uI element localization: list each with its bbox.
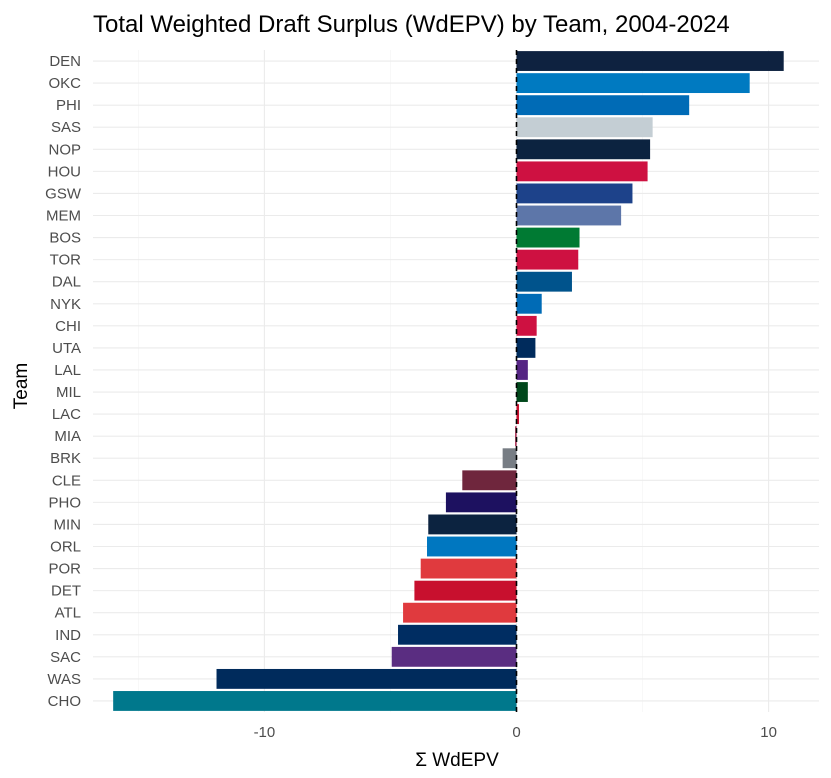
bar-bos: [516, 227, 580, 248]
bar-atl: [403, 602, 517, 623]
y-tick-label: GSW: [45, 185, 82, 202]
y-tick-label: MIA: [54, 428, 81, 445]
y-tick-label: BOS: [49, 230, 81, 247]
bar-nyk: [516, 293, 542, 314]
bar-por: [420, 558, 517, 579]
y-tick-label: TOR: [50, 252, 82, 269]
y-tick-label: NOP: [48, 141, 81, 158]
y-tick-label: ORL: [50, 539, 81, 556]
bar-det: [414, 580, 517, 601]
bar-mil: [516, 382, 528, 402]
y-tick-label: CHI: [55, 318, 81, 335]
bar-gsw: [516, 183, 633, 204]
chart-title: Total Weighted Draft Surplus (WdEPV) by …: [93, 11, 730, 38]
bar-chi: [516, 315, 537, 336]
bar-sac: [391, 646, 517, 667]
bar-dal: [516, 271, 572, 292]
bar-sas: [516, 117, 653, 138]
y-tick-label: POR: [48, 561, 81, 578]
bar-brk: [502, 448, 517, 469]
y-tick-label: PHO: [48, 494, 81, 511]
y-tick-label: DET: [51, 583, 81, 600]
y-tick-label: MIN: [54, 516, 82, 533]
y-tick-label: IND: [55, 627, 81, 644]
y-tick-label: MIL: [56, 384, 81, 401]
bar-pho: [445, 492, 517, 513]
bar-orl: [427, 536, 517, 557]
y-tick-label: HOU: [48, 163, 81, 180]
bar-tor: [516, 249, 579, 270]
bar-cho: [113, 691, 517, 711]
y-tick-label: PHI: [56, 97, 81, 114]
bar-den: [516, 51, 784, 71]
y-tick-label: SAS: [51, 119, 81, 136]
y-tick-label: CHO: [48, 693, 81, 710]
bar-lal: [516, 360, 528, 380]
bar-uta: [516, 337, 536, 358]
y-tick-label: SAC: [50, 649, 81, 666]
bar-mem: [516, 205, 622, 226]
bar-nop: [516, 139, 651, 160]
y-tick-label: WAS: [47, 671, 81, 688]
y-tick-label: LAC: [52, 406, 81, 423]
bar-cle: [462, 470, 517, 491]
y-tick-label: NYK: [50, 296, 81, 313]
y-tick-label: DEN: [49, 53, 81, 70]
y-tick-label: LAL: [54, 362, 81, 379]
x-tick-label: -10: [254, 724, 276, 741]
bar-phi: [516, 95, 690, 116]
x-tick-label: 10: [760, 724, 777, 741]
grid: [93, 50, 819, 712]
bars: [113, 51, 784, 711]
bar-mia: [515, 426, 517, 447]
bar-lac: [516, 404, 520, 425]
y-tick-label: UTA: [52, 340, 81, 357]
y-tick-label: DAL: [52, 274, 81, 291]
x-axis-title: Σ WdEPV: [415, 750, 499, 771]
y-tick-label: MEM: [46, 208, 81, 225]
y-tick-label: CLE: [52, 472, 81, 489]
y-axis-title: Team: [11, 363, 32, 409]
y-tick-label: BRK: [50, 450, 81, 467]
bar-okc: [516, 73, 750, 94]
bar-min: [428, 514, 517, 535]
y-tick-label: OKC: [48, 75, 81, 92]
y-tick-labels: DEN OKC PHI SAS NOP HOU GSW MEM BOS TOR DAL NYK CHI U…: [45, 53, 82, 710]
bar-was: [216, 668, 517, 689]
x-tick-labels: -10 0 10: [254, 724, 777, 741]
bar-ind: [398, 624, 517, 645]
y-tick-label: ATL: [55, 605, 81, 622]
bar-hou: [516, 161, 648, 182]
x-tick-label: 0: [512, 724, 520, 741]
